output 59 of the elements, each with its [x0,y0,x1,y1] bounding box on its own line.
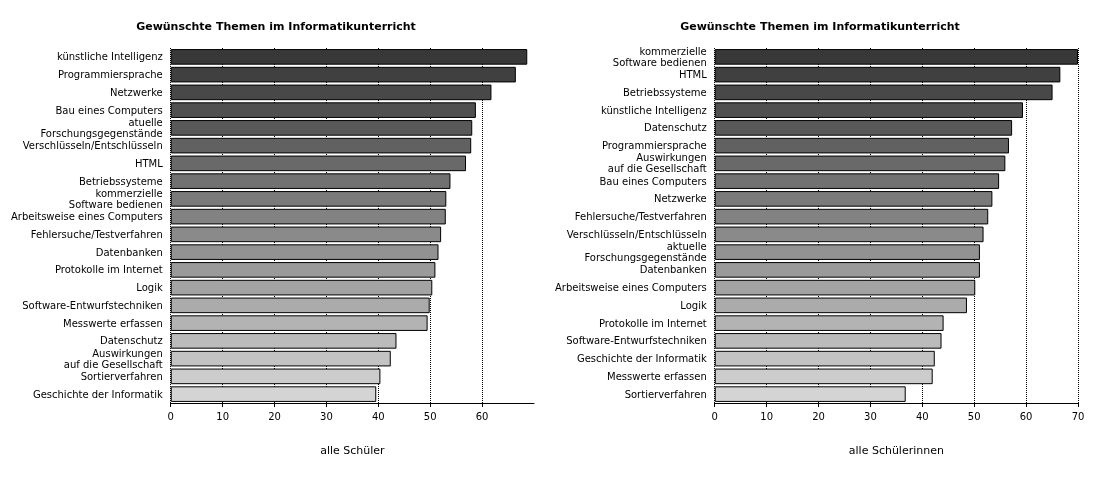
x-tick-label: 30 [864,410,877,422]
y-tick-label: kommerzielle Software bedienen [612,45,707,68]
y-tick-label: Software-Entwurfstechniken [22,299,163,311]
x-axis-title: alle Schülerinnen [848,444,944,457]
x-tick-label: 50 [967,410,981,422]
y-tick-label: Datenschutz [643,122,707,134]
x-tick-label: 40 [915,410,929,422]
x-tick-label: 20 [812,410,825,422]
y-tick-label: HTML [134,157,164,169]
x-tick-label: 0 [711,410,718,422]
y-tick-label: künstliche Intelligenz [56,51,163,63]
y-tick-label: kommerzielle Software bedienen [68,187,163,210]
y-tick-label: Datenbanken [639,264,707,276]
y-tick-label: Programmiersprache [601,140,707,152]
y-tick-label: Fehlersuche/Testverfahren [574,211,707,223]
y-tick-label: Arbeitsweise eines Computers [554,282,707,294]
x-tick-label: 20 [268,410,281,422]
y-tick-label: künstliche Intelligenz [600,104,707,116]
x-tick-label: 10 [760,410,773,422]
y-tick-label: atuelle Forschungsgegenstände [40,116,163,139]
y-tick-label: Bau eines Computers [599,175,707,187]
x-tick-label: 0 [167,410,174,422]
x-tick-label: 10 [216,410,229,422]
y-tick-label: aktuelle Forschungsgegenstände [584,241,707,264]
y-tick-label: Arbeitsweise eines Computers [10,211,163,223]
chart-title: Gewünschte Themen im Informatikunterricht [680,20,960,33]
x-tick-label: 50 [423,410,437,422]
y-tick-label: Netzwerke [109,86,163,98]
y-tick-label: Logik [136,282,163,294]
y-tick-label: Messwerte erfassen [63,317,163,329]
chart-title: Gewünschte Themen im Informatikunterricht [136,20,416,33]
y-tick-label: Logik [680,299,707,311]
y-tick-label: Betriebssysteme [622,86,707,98]
x-axis-title: alle Schüler [320,444,386,457]
y-tick-label: Sortierverfahren [624,388,707,400]
y-tick-label: Fehlersuche/Testverfahren [30,228,163,240]
y-tick-label: Betriebssysteme [78,175,163,187]
y-tick-label: Sortierverfahren [80,370,163,382]
y-tick-label: Geschichte der Informatik [576,353,707,365]
x-tick-label: 60 [1019,410,1033,422]
y-tick-label: Netzwerke [653,193,707,205]
y-tick-label: Datenbanken [95,246,163,258]
y-tick-label: Bau eines Computers [55,104,163,116]
y-tick-label: Programmiersprache [57,69,163,81]
y-tick-label: Datenschutz [99,335,163,347]
x-tick-label: 60 [475,410,489,422]
x-tick-label: 70 [1071,410,1085,422]
y-tick-label: Verschlüsseln/Entschlüsseln [22,140,163,152]
y-tick-label: Protokolle im Internet [598,317,707,329]
y-tick-label: Auswirkungen auf die Gesellschaft [63,347,163,370]
y-tick-label: Geschichte der Informatik [32,388,163,400]
x-tick-label: 30 [320,410,333,422]
y-tick-label: Messwerte erfassen [607,370,707,382]
y-tick-label: Auswirkungen auf die Gesellschaft [607,152,707,175]
y-tick-label: Verschlüsseln/Entschlüsseln [566,228,707,240]
y-tick-label: Software-Entwurfstechniken [566,335,707,347]
y-tick-label: HTML [678,69,708,81]
x-tick-label: 40 [371,410,385,422]
y-tick-label: Protokolle im Internet [54,264,163,276]
